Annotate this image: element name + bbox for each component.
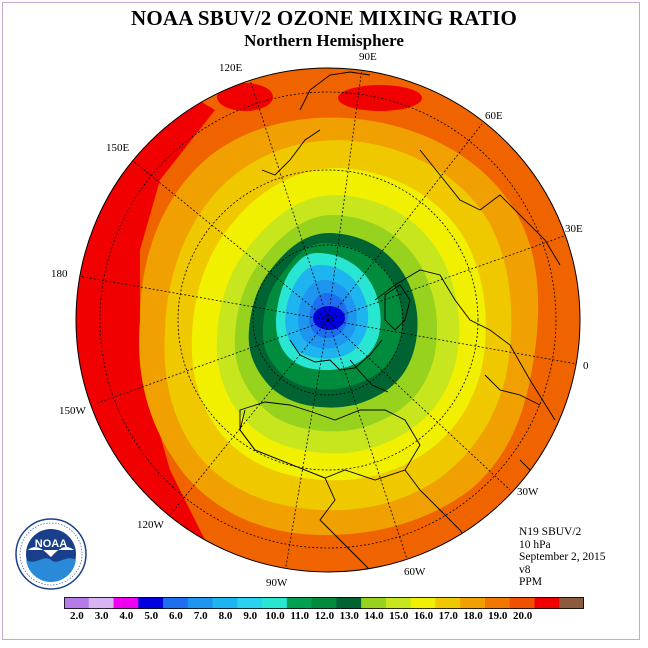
colorbar-swatch <box>187 597 214 609</box>
colorbar-tick-label: 11.0 <box>290 610 310 622</box>
meridian-60w <box>327 319 409 563</box>
colorbar-swatch <box>509 597 535 609</box>
product-info: N19 SBUV/2 10 hPa September 2, 2015 v8 P… <box>519 526 606 589</box>
colorbar-tick-label: 18.0 <box>463 610 483 622</box>
canada-arctic-coast <box>289 339 383 371</box>
colorbar-swatch <box>286 597 313 609</box>
colorbar-tick-label: 9.0 <box>243 610 258 622</box>
colorbar-tick-label: 14.0 <box>364 610 384 622</box>
colorbar-tick-label: 16.0 <box>413 610 434 622</box>
pressure-level-label: 10 hPa <box>519 538 551 551</box>
lon-label-90e: 90E <box>359 51 377 63</box>
colorbar-tick-label: 17.0 <box>438 610 458 622</box>
lon-label-60e: 60E <box>485 110 503 122</box>
asia-east-coast <box>419 149 561 266</box>
colorbar-swatch <box>435 597 461 609</box>
colorbar-tick-label: 6.0 <box>169 610 183 622</box>
colorbar-swatch <box>262 597 288 609</box>
colorbar-tick-label: 7.0 <box>193 610 208 622</box>
latitude-circle-30n <box>177 169 479 471</box>
lon-label-30w: 30W <box>517 486 539 498</box>
colorbar-swatch <box>361 597 387 609</box>
greenland-coast <box>384 284 411 331</box>
latitude-circle-60n <box>252 244 404 396</box>
contour-5ppm <box>313 306 345 330</box>
lon-label-150w: 150W <box>59 405 86 417</box>
colorbar-swatch <box>212 597 238 609</box>
colorbar-swatch <box>460 597 486 609</box>
lon-label-90w: 90W <box>266 577 288 589</box>
lon-label-30e: 30E <box>565 223 583 235</box>
lon-label-120w: 120W <box>137 519 164 531</box>
satellite-label: N19 SBUV/2 <box>519 526 582 538</box>
colorbar-swatch <box>237 597 263 609</box>
colorbar-swatch <box>534 597 560 609</box>
colorbar-swatch <box>410 597 436 609</box>
colorbar-tick-label: 20.0 <box>512 610 533 622</box>
plot-frame <box>2 2 640 640</box>
colorbar-swatch <box>163 597 189 609</box>
meridian-30w <box>327 319 511 491</box>
colorbar-tick-label: 5.0 <box>144 610 159 622</box>
map-subtitle: Northern Hemisphere <box>244 31 404 50</box>
meridian-90w <box>284 319 329 572</box>
colorbar-swatch <box>64 597 90 609</box>
colorbar-tick-label: 19.0 <box>488 610 508 622</box>
colorbar-swatch <box>385 597 412 609</box>
colorbar-swatch <box>138 597 164 609</box>
colorbar-tick-label: 13.0 <box>339 610 359 622</box>
coastlines <box>239 71 561 572</box>
logo-noaa-text: NOAA <box>35 538 67 550</box>
meridian-60e <box>327 123 483 321</box>
meridian-120w <box>169 319 329 516</box>
americas-west-coast <box>239 409 381 572</box>
colorbar-tick-label: 3.0 <box>94 610 109 622</box>
colorbar-swatch <box>484 597 511 609</box>
colorbar-swatch <box>113 597 139 609</box>
version-label: v8 <box>519 563 531 576</box>
lon-label-180: 180 <box>51 268 68 280</box>
colorbar-swatch <box>336 597 362 609</box>
colorbar-tick-label: 12.0 <box>314 610 335 622</box>
lon-label-150e: 150E <box>106 142 130 154</box>
colorbar-swatch <box>559 597 584 609</box>
contour-19ppm-north <box>338 85 422 111</box>
lon-label-120e: 120E <box>219 62 243 74</box>
noaa-logo: NOAA <box>15 518 87 590</box>
units-label: PPM <box>519 576 543 588</box>
colorbar <box>64 597 584 609</box>
colorbar-border <box>64 597 584 609</box>
colorbar-swatch <box>88 597 115 609</box>
latitude-circle-0 <box>99 91 557 549</box>
colorbar-tick-label: 4.0 <box>119 610 134 622</box>
colorbar-tick-label: 8.0 <box>218 610 233 622</box>
ozone-field <box>76 68 580 572</box>
china-coast <box>299 71 371 111</box>
colorbar-tick-label: 15.0 <box>389 610 409 622</box>
contour-19ppm-northwest <box>217 83 273 111</box>
lon-label-60w: 60W <box>404 566 426 578</box>
kamchatka-coast <box>261 129 321 176</box>
date-label: September 2, 2015 <box>519 551 606 563</box>
map-boundary <box>75 67 581 573</box>
meridian-150w <box>94 319 329 405</box>
colorbar-tick-label: 2.0 <box>70 610 84 622</box>
colorbar-tick-label: 10.0 <box>265 610 285 622</box>
colorbar-swatch <box>311 597 337 609</box>
map-title: NOAA SBUV/2 OZONE MIXING RATIO <box>131 6 517 30</box>
graticule <box>77 68 578 572</box>
lon-label-0: 0 <box>583 360 589 372</box>
europe-coast <box>484 374 541 406</box>
eurasia-arctic-coast <box>374 269 556 421</box>
meridian-30e <box>327 235 565 321</box>
hudson-bay-coast <box>349 359 389 393</box>
